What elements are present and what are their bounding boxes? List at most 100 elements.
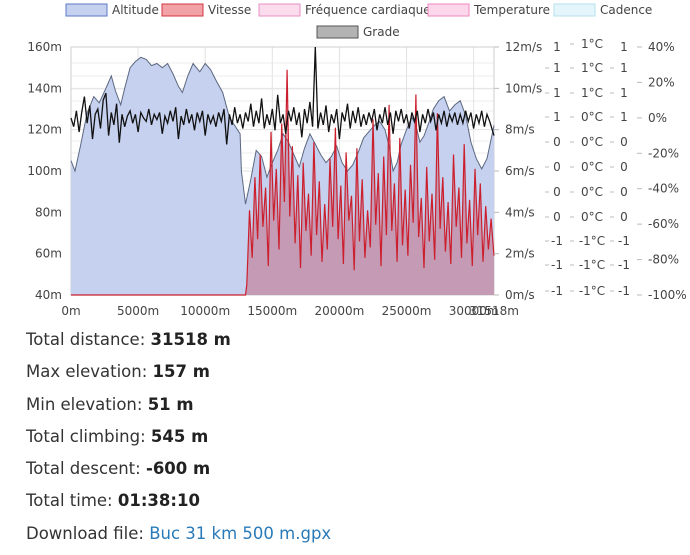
stat-label: Total descent:: [26, 459, 141, 479]
grade-tick-label: -40%: [648, 182, 679, 196]
legend-label: Cadence: [600, 3, 652, 17]
heart-rate-tick-label: 0: [553, 185, 561, 199]
altitude-tick-label: 40m: [35, 288, 62, 302]
heart-rate-tick-label: -1: [551, 258, 563, 272]
temperature-tick-label: 0°C: [581, 110, 603, 124]
cadence-tick-label: 1: [620, 86, 628, 100]
temperature-tick-label: 0°C: [581, 210, 603, 224]
stat-label: Max elevation:: [26, 362, 148, 382]
legend-swatch[interactable]: [553, 3, 596, 17]
heart-rate-tick-label: -1: [551, 284, 563, 298]
speed-area: [71, 69, 494, 295]
stat-total-descent: Total descent: -600 m: [26, 458, 331, 490]
speed-tick-label: 2m/s: [505, 247, 535, 261]
grade-tick-label: 40%: [648, 40, 675, 54]
cadence-tick-label: -1: [618, 258, 630, 272]
elevation-chart: Altitude Vitesse Fréquence cardiaque Temper…: [27, 3, 686, 318]
chart-axes: 40m60m80m100m120m140m160m0m/s2m/s4m/s6m/…: [27, 37, 686, 318]
stat-value: 31518 m: [150, 330, 231, 349]
legend-label: Altitude: [112, 3, 159, 17]
cadence-tick-label: 0: [620, 160, 628, 174]
temperature-tick-label: 0°C: [581, 185, 603, 199]
download-label: Download file:: [26, 523, 144, 543]
heart-rate-tick-label: -1: [551, 234, 563, 248]
stat-value: 157 m: [152, 362, 210, 382]
grade-tick-label: -60%: [648, 217, 679, 231]
speed-tick-label: 10m/s: [505, 81, 542, 95]
altitude-tick-label: 120m: [27, 123, 62, 137]
chart-legend[interactable]: Altitude Vitesse Fréquence cardiaque Temper…: [65, 3, 652, 39]
stat-label: Min elevation:: [26, 394, 143, 414]
stat-label: Total time:: [26, 491, 113, 511]
legend-label: Vitesse: [208, 3, 251, 17]
grade-tick-label: -80%: [648, 253, 679, 267]
legend-label: Temperature: [473, 3, 550, 17]
temperature-tick-label: -1°C: [579, 284, 605, 298]
stat-max-elevation: Max elevation: 157 m: [26, 361, 331, 393]
altitude-tick-label: 60m: [35, 247, 62, 261]
altitude-tick-label: 100m: [27, 164, 62, 178]
x-tick-label: 0m: [61, 304, 80, 318]
legend-swatch[interactable]: [427, 3, 470, 17]
temperature-tick-label: 0°C: [581, 160, 603, 174]
heart-rate-tick-label: 1: [553, 110, 561, 124]
legend-swatch[interactable]: [258, 3, 301, 17]
stat-value: 51 m: [147, 394, 194, 414]
temperature-tick-label: 1°C: [581, 37, 603, 51]
speed-tick-label: 4m/s: [505, 205, 535, 219]
grade-tick-label: -20%: [648, 146, 679, 160]
speed-tick-label: 0m/s: [505, 288, 535, 302]
temperature-tick-label: 1°C: [581, 61, 603, 75]
cadence-tick-label: 1: [620, 110, 628, 124]
altitude-tick-label: 140m: [27, 81, 62, 95]
stat-value: -600 m: [145, 459, 211, 479]
legend-swatch[interactable]: [161, 3, 204, 17]
stat-label: Total distance:: [26, 330, 146, 349]
download-row: Download file: Buc 31 km 500 m.gpx: [26, 523, 331, 555]
x-tick-label: 5000m: [117, 304, 159, 318]
altitude-tick-label: 80m: [35, 205, 62, 219]
stat-total-distance: Total distance: 31518 m: [26, 329, 331, 361]
track-stats: Total distance: 31518 m Max elevation: 1…: [26, 329, 331, 555]
heart-rate-tick-label: 0: [553, 160, 561, 174]
grade-tick-label: 20%: [648, 75, 675, 89]
grade-tick-label: 0%: [648, 111, 667, 125]
cadence-tick-label: -1: [618, 284, 630, 298]
speed-line: [71, 69, 495, 296]
x-tick-label: 31518m: [469, 304, 519, 318]
grade-tick-label: -100%: [648, 288, 687, 302]
stat-value: 545 m: [150, 426, 209, 446]
speed-tick-label: 6m/s: [505, 164, 535, 178]
heart-rate-tick-label: 0: [553, 210, 561, 224]
speed-tick-label: 8m/s: [505, 123, 535, 137]
stat-value: 01:38:10: [117, 491, 200, 511]
temperature-tick-label: 0°C: [581, 135, 603, 149]
heart-rate-tick-label: 1: [553, 40, 561, 54]
temperature-tick-label: -1°C: [579, 258, 605, 272]
legend-swatch[interactable]: [65, 3, 108, 17]
stat-total-time: Total time: 01:38:10: [26, 490, 331, 522]
grade-line: [70, 46, 495, 145]
temperature-tick-label: -1°C: [579, 234, 605, 248]
x-tick-label: 25000m: [382, 304, 432, 318]
cadence-tick-label: 1: [620, 40, 628, 54]
legend-label: Fréquence cardiaque: [305, 3, 431, 17]
heart-rate-tick-label: 1: [553, 61, 561, 75]
cadence-tick-label: 0: [620, 185, 628, 199]
legend-swatch[interactable]: [316, 25, 359, 39]
stat-label: Total climbing:: [26, 426, 146, 446]
cadence-tick-label: 1: [620, 61, 628, 75]
temperature-tick-label: 1°C: [581, 86, 603, 100]
stat-total-climbing: Total climbing: 545 m: [26, 426, 331, 458]
altitude-tick-label: 160m: [27, 40, 62, 54]
heart-rate-tick-label: 0: [553, 135, 561, 149]
cadence-tick-label: 0: [620, 210, 628, 224]
x-tick-label: 20000m: [314, 304, 364, 318]
heart-rate-tick-label: 1: [553, 86, 561, 100]
speed-tick-label: 12m/s: [505, 40, 542, 54]
download-file-link[interactable]: Buc 31 km 500 m.gpx: [149, 523, 332, 543]
chart-series: [70, 46, 495, 296]
cadence-tick-label: -1: [618, 234, 630, 248]
stat-min-elevation: Min elevation: 51 m: [26, 394, 331, 426]
x-tick-label: 15000m: [247, 304, 297, 318]
